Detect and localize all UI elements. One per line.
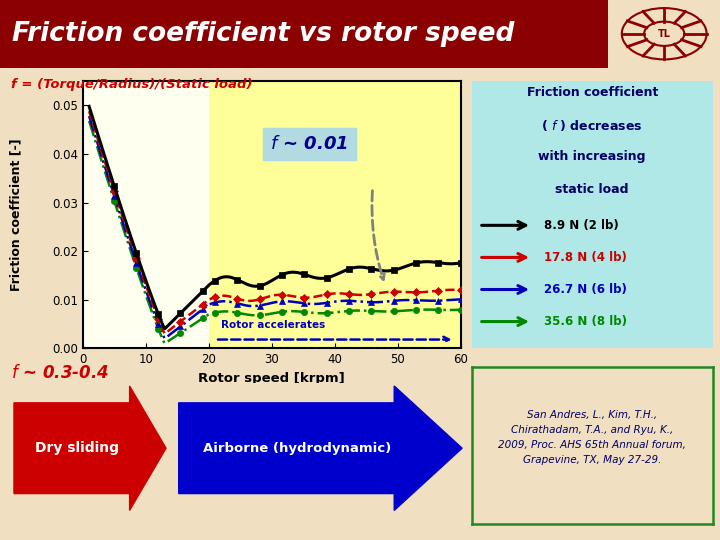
Polygon shape [14,386,166,510]
Text: Rotor accelerates: Rotor accelerates [222,320,325,330]
Text: 8.9 N (2 lb): 8.9 N (2 lb) [544,219,618,232]
Text: with increasing: with increasing [539,151,646,164]
Text: static load: static load [555,183,629,195]
Text: $f$ ~ 0.3-0.4: $f$ ~ 0.3-0.4 [11,364,109,382]
Text: Friction coefficient vs rotor speed: Friction coefficient vs rotor speed [12,21,515,47]
Text: Friction coefficient: Friction coefficient [526,86,658,99]
Y-axis label: Friction coefficient [-]: Friction coefficient [-] [9,138,22,291]
Text: 35.6 N (8 lb): 35.6 N (8 lb) [544,315,627,328]
Text: 26.7 N (6 lb): 26.7 N (6 lb) [544,283,627,296]
Text: f = (Torque/Radius)/(Static load): f = (Torque/Radius)/(Static load) [11,78,252,91]
Text: ( $f$ ) decreases: ( $f$ ) decreases [541,118,643,133]
Text: Dry sliding: Dry sliding [35,441,120,455]
Polygon shape [179,386,462,510]
Text: 17.8 N (4 lb): 17.8 N (4 lb) [544,251,627,264]
Bar [209,81,461,348]
Text: San Andres, L., Kim, T.H.,
Chirathadam, T.A., and Ryu, K.,
2009, Proc. AHS 65th : San Andres, L., Kim, T.H., Chirathadam, … [498,410,686,465]
Text: TL: TL [657,29,671,39]
Text: Airborne (hydrodynamic): Airborne (hydrodynamic) [202,442,391,455]
Text: $f$ ~ 0.01: $f$ ~ 0.01 [271,135,348,153]
X-axis label: Rotor speed [krpm]: Rotor speed [krpm] [199,372,345,384]
